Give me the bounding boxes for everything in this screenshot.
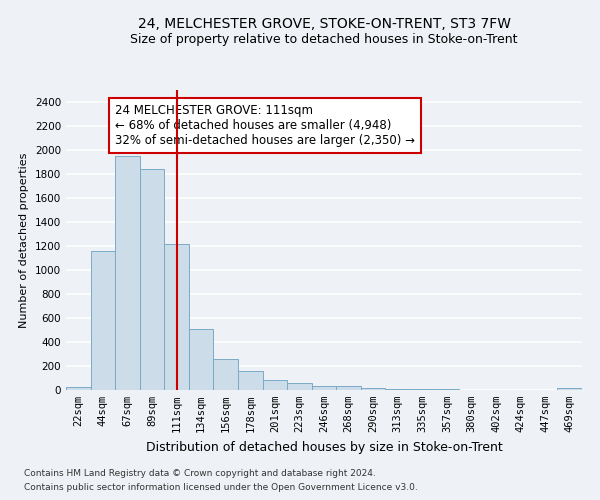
Text: 24 MELCHESTER GROVE: 111sqm
← 68% of detached houses are smaller (4,948)
32% of : 24 MELCHESTER GROVE: 111sqm ← 68% of det… xyxy=(115,104,415,148)
Bar xyxy=(557,388,582,390)
Bar xyxy=(312,386,336,390)
Text: Contains public sector information licensed under the Open Government Licence v3: Contains public sector information licen… xyxy=(24,484,418,492)
Bar xyxy=(164,244,189,390)
Bar xyxy=(263,380,287,390)
Text: 24, MELCHESTER GROVE, STOKE-ON-TRENT, ST3 7FW: 24, MELCHESTER GROVE, STOKE-ON-TRENT, ST… xyxy=(137,18,511,32)
Bar xyxy=(336,386,361,390)
Bar xyxy=(361,388,385,390)
Text: Size of property relative to detached houses in Stoke-on-Trent: Size of property relative to detached ho… xyxy=(130,32,518,46)
Bar xyxy=(91,252,115,390)
Text: Contains HM Land Registry data © Crown copyright and database right 2024.: Contains HM Land Registry data © Crown c… xyxy=(24,468,376,477)
Bar xyxy=(140,169,164,390)
Y-axis label: Number of detached properties: Number of detached properties xyxy=(19,152,29,328)
Bar xyxy=(189,329,214,390)
Bar xyxy=(115,156,140,390)
Bar xyxy=(287,384,312,390)
Bar xyxy=(385,389,410,390)
X-axis label: Distribution of detached houses by size in Stoke-on-Trent: Distribution of detached houses by size … xyxy=(146,440,502,454)
Bar xyxy=(238,372,263,390)
Bar xyxy=(214,359,238,390)
Bar xyxy=(66,387,91,390)
